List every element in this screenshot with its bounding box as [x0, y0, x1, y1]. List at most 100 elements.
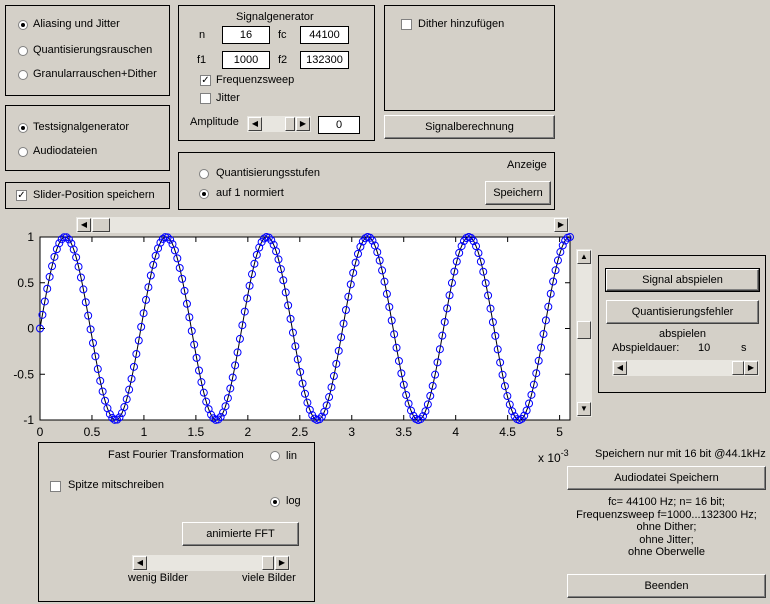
x-tick-label: 2.5: [291, 425, 308, 439]
sample-marker: [354, 249, 362, 258]
quit-label: Beenden: [644, 580, 689, 592]
dither-checkbox[interactable]: [401, 19, 412, 30]
fft-frames-right-arrow[interactable]: ▶: [275, 556, 289, 570]
y-tick-label: 1: [27, 230, 34, 244]
animated-fft-button[interactable]: animierte FFT: [182, 522, 299, 546]
amplitude-field[interactable]: 0: [318, 116, 360, 134]
sample-marker: [450, 267, 459, 276]
plot-vscroll-down-arrow[interactable]: ▼: [577, 402, 591, 416]
sample-marker: [488, 318, 497, 327]
sample-marker: [339, 319, 348, 328]
sample-marker: [498, 370, 507, 379]
fc-field[interactable]: 44100: [300, 26, 349, 44]
sample-marker: [428, 381, 437, 390]
n-field[interactable]: 16: [222, 26, 270, 44]
duration-right-arrow[interactable]: ▶: [744, 361, 758, 375]
fft-frames-thumb[interactable]: [262, 556, 274, 570]
x-tick-label: 1: [141, 425, 148, 439]
sample-marker: [431, 370, 440, 379]
sample-marker: [79, 285, 88, 294]
display-save-button[interactable]: Speichern: [485, 181, 551, 205]
mode-radio-quant-noise[interactable]: [18, 46, 28, 56]
sample-marker: [368, 236, 377, 245]
audio-save-button[interactable]: Audiodatei Speichern: [567, 466, 766, 490]
signal-generator-title: Signalgenerator: [236, 11, 314, 23]
sample-marker: [332, 359, 341, 368]
plot-vscroll-up-arrow[interactable]: ▲: [577, 250, 591, 264]
sample-marker: [93, 365, 102, 374]
sample-marker: [122, 395, 131, 404]
duration-thumb[interactable]: [732, 361, 744, 375]
mode-label-granular: Granularrauschen+Dither: [33, 68, 157, 80]
sample-marker: [387, 316, 396, 325]
amplitude-right-arrow[interactable]: ▶: [296, 117, 310, 131]
sample-marker: [163, 233, 172, 242]
fft-title: Fast Fourier Transformation: [108, 449, 244, 461]
sample-marker: [356, 242, 365, 251]
sample-marker: [243, 294, 252, 303]
sample-marker: [435, 345, 444, 354]
sample-marker: [334, 346, 343, 355]
scale-radio-lin[interactable]: [270, 451, 280, 461]
sample-marker: [527, 390, 536, 399]
mode-radio-aliasing[interactable]: [18, 20, 28, 30]
jitter-checkbox[interactable]: [200, 93, 211, 104]
f1-field[interactable]: 1000: [222, 51, 270, 69]
play-signal-button[interactable]: Signal abspielen: [605, 268, 760, 292]
sample-marker: [373, 248, 382, 257]
amplitude-slider[interactable]: ◀ ▶: [247, 116, 311, 132]
fft-frames-left-arrow[interactable]: ◀: [133, 556, 147, 570]
sweep-label: Frequenzsweep: [216, 74, 295, 86]
display-radio-levels[interactable]: [199, 169, 209, 179]
sample-marker: [375, 256, 384, 265]
source-radio-testsignal[interactable]: [18, 123, 28, 133]
mode-radio-granular[interactable]: [18, 70, 28, 80]
sample-marker: [64, 235, 73, 244]
play-error-label: Quantisierungsfehler abspielen: [631, 306, 734, 340]
sample-marker: [214, 415, 223, 424]
play-error-button[interactable]: Quantisierungsfehler abspielen: [606, 300, 759, 340]
sample-marker: [327, 383, 336, 392]
peak-label: Spitze mitschreiben: [68, 479, 164, 491]
sample-marker: [493, 345, 502, 354]
sample-marker: [544, 302, 553, 311]
signal-calc-button[interactable]: Signalberechnung: [384, 115, 555, 139]
plot-hscroll-right-arrow[interactable]: ▶: [554, 218, 568, 232]
fft-frames-slider[interactable]: ◀ ▶: [132, 555, 290, 571]
sample-marker: [190, 340, 199, 349]
source-radio-audiofiles[interactable]: [18, 147, 28, 157]
peak-checkbox[interactable]: [50, 481, 61, 492]
plot-hscroll-left-arrow[interactable]: ◀: [77, 218, 91, 232]
duration-left-arrow[interactable]: ◀: [613, 361, 627, 375]
slider-save-checkbox[interactable]: ✓: [16, 190, 27, 201]
sample-marker: [221, 402, 230, 411]
sweep-checkbox[interactable]: ✓: [200, 75, 211, 86]
sample-marker: [146, 271, 155, 280]
sample-marker: [125, 385, 134, 394]
scale-radio-log[interactable]: [270, 497, 280, 507]
plot-vscroll-thumb[interactable]: [577, 321, 591, 339]
f2-field[interactable]: 132300: [300, 51, 349, 69]
display-radio-normalized[interactable]: [199, 189, 209, 199]
display-label-normalized: auf 1 normiert: [216, 187, 284, 199]
sample-marker: [197, 378, 206, 387]
plot-vertical-scrollbar[interactable]: ▲ ▼: [576, 249, 592, 417]
sample-marker: [541, 316, 550, 325]
quit-button[interactable]: Beenden: [567, 574, 766, 598]
duration-slider[interactable]: ◀ ▶: [612, 360, 759, 376]
sample-marker: [81, 298, 90, 307]
sample-marker: [549, 277, 558, 286]
sample-marker: [380, 277, 389, 286]
sample-marker: [252, 250, 261, 259]
plot-horizontal-scrollbar[interactable]: ◀ ▶: [76, 217, 569, 233]
play-signal-label: Signal abspielen: [642, 274, 723, 286]
amplitude-left-arrow[interactable]: ◀: [248, 117, 262, 131]
sample-marker: [113, 415, 122, 424]
plot-hscroll-thumb[interactable]: [92, 218, 110, 232]
sample-marker: [404, 399, 413, 408]
sample-marker: [272, 247, 281, 256]
dither-panel: Dither hinzufügen: [384, 5, 555, 111]
sample-marker: [325, 393, 334, 402]
sample-marker: [142, 295, 150, 304]
amplitude-thumb[interactable]: [285, 117, 295, 131]
